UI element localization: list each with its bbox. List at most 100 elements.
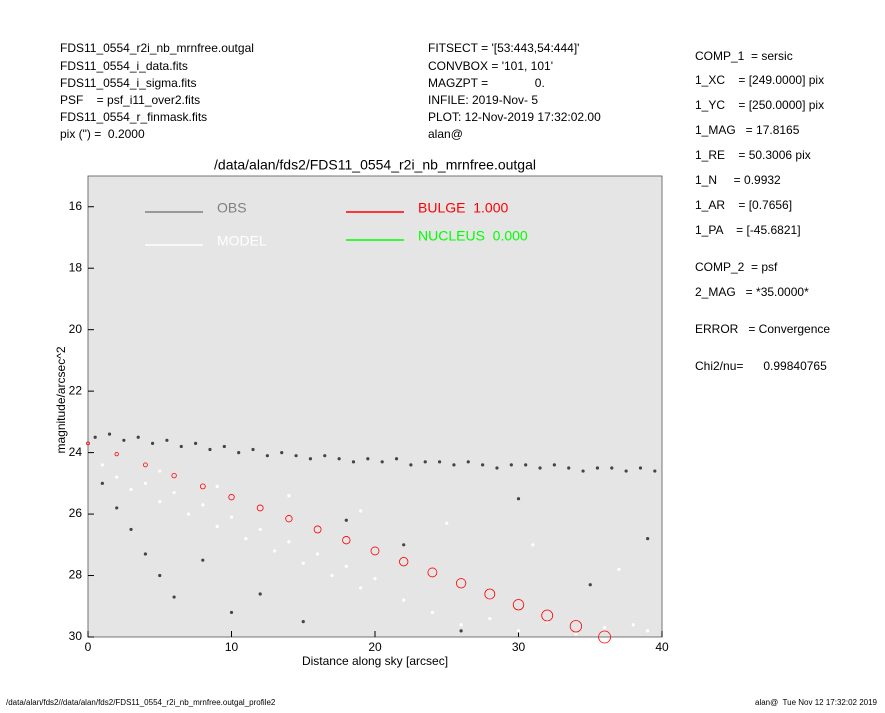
data-point [380,460,384,464]
data-point [265,454,269,458]
data-point [165,438,169,442]
data-point [150,441,155,445]
y-tick-label: 24 [69,445,83,459]
data-point [285,515,293,523]
header-middle: MAGZPT = 0. [428,76,545,90]
y-tick-label: 16 [69,199,83,213]
header-middle: PLOT: 12-Nov-2019 17:32:02.00 [428,110,601,124]
data-point [531,543,535,547]
data-point [129,527,133,532]
data-point [344,564,348,568]
data-point [316,552,320,556]
data-point [430,610,434,615]
data-point [86,441,90,446]
data-point [158,500,162,504]
data-point [201,503,205,507]
header-right: 2_MAG = *35.0000* [695,285,809,299]
data-point [459,629,463,633]
data-point [229,515,234,519]
data-point [129,487,133,492]
data-point [122,438,126,442]
data-point [251,447,255,452]
chart-title: /data/alan/fds2/FDS11_0554_r2i_nb_mrnfre… [214,157,536,173]
data-point [237,451,241,455]
data-point [308,457,313,461]
legend-label: OBS [217,200,247,216]
data-point [617,567,621,571]
data-point [313,525,322,534]
data-point [244,537,248,541]
header-middle: CONVBOX = '101, 101' [428,59,553,73]
header-right: 1_XC = [249.0000] pix [695,73,824,87]
data-point [208,447,212,452]
data-point [512,599,525,611]
data-point [459,623,463,627]
x-tick-label: 20 [368,640,382,654]
data-point [287,540,291,544]
data-point [93,435,97,439]
data-point [114,451,119,457]
data-point [484,588,496,600]
data-point [323,454,327,458]
header-right: 1_AR = [0.7656] [695,198,792,212]
data-point [624,469,628,473]
data-point [115,475,119,479]
header-right: 1_N = 0.9932 [695,173,781,187]
header-left: pix (") = 0.2000 [60,127,145,141]
data-point [172,595,176,599]
data-point [199,483,206,490]
data-point [171,472,177,479]
data-point [366,457,370,461]
header-middle: INFILE: 2019-Nov- 5 [428,93,538,107]
data-point [143,552,147,556]
data-point [359,509,363,513]
data-point [330,573,334,578]
data-point [445,521,449,525]
data-point [215,484,219,489]
data-point [574,632,578,636]
data-point [186,512,191,516]
data-point [287,494,291,498]
data-point [194,441,198,445]
data-point [588,583,592,587]
header-left: FDS11_0554_r_finmask.fits [60,110,207,124]
footer-right: alan@ Tue Nov 12 17:32:02 2019 [755,698,878,707]
x-tick-label: 40 [655,640,669,654]
data-point [359,586,363,590]
data-point [258,592,262,596]
data-point [509,463,513,467]
legend-label: BULGE 1.000 [418,200,508,216]
x-axis-label: Distance along sky [arcsec] [302,654,448,668]
data-point [142,462,148,468]
data-point [107,432,112,436]
data-point [631,623,635,627]
data-point [100,463,104,467]
data-point [272,549,277,553]
data-point [427,567,438,578]
data-point [402,598,406,602]
y-axis-label: magnitude/arcsec^2 [54,346,68,453]
data-point [409,463,413,467]
data-point [481,463,485,467]
y-tick-label: 26 [69,506,83,520]
data-point [569,620,583,633]
header-left: FDS11_0554_r2i_nb_mrnfree.outgal [60,41,254,55]
data-point [228,494,235,501]
legend-label: MODEL [217,233,267,249]
data-point [222,444,226,449]
data-point [158,469,162,473]
plot-area [87,175,663,638]
data-point [495,466,499,470]
data-point [455,578,467,589]
x-tick-label: 30 [512,640,526,654]
data-point [394,457,399,461]
data-point [423,460,427,464]
data-point [136,435,140,439]
header-right: Chi2/nu= 0.99840765 [695,359,827,373]
data-point [280,451,284,455]
header-right: 1_MAG = 17.8165 [695,123,800,137]
data-point [294,454,298,458]
data-point [488,616,492,621]
data-point [437,460,442,464]
